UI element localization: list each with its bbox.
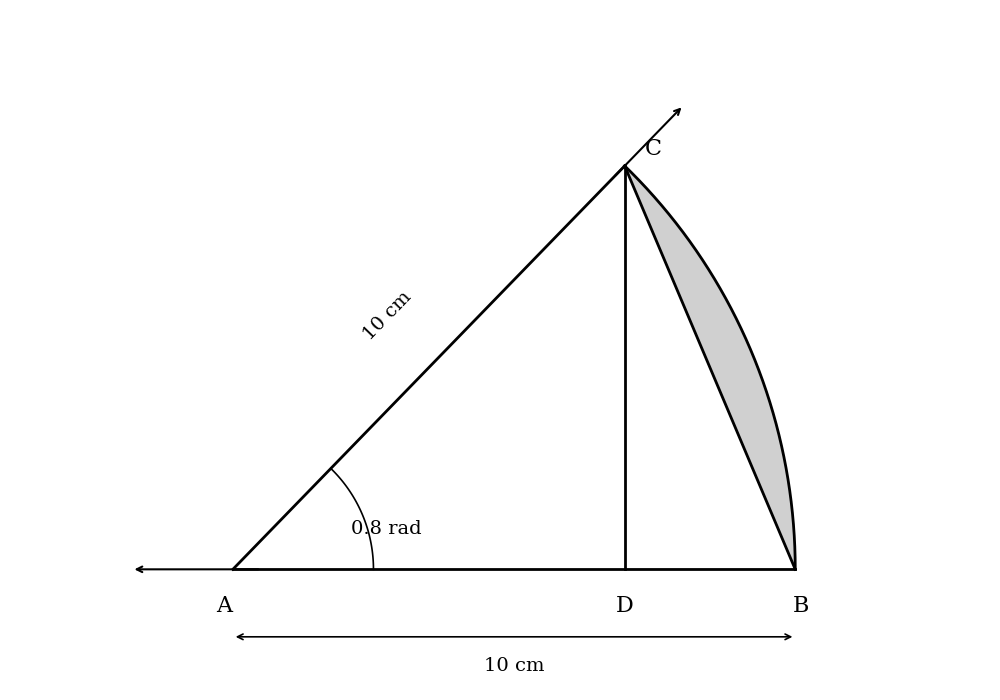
Text: A: A bbox=[216, 594, 232, 617]
Text: 0.8 rad: 0.8 rad bbox=[351, 520, 422, 538]
Text: 10 cm: 10 cm bbox=[360, 288, 415, 344]
Text: D: D bbox=[616, 594, 634, 617]
Polygon shape bbox=[625, 166, 795, 569]
Text: 10 cm: 10 cm bbox=[484, 657, 544, 675]
Text: B: B bbox=[793, 594, 809, 617]
Text: C: C bbox=[644, 139, 661, 160]
